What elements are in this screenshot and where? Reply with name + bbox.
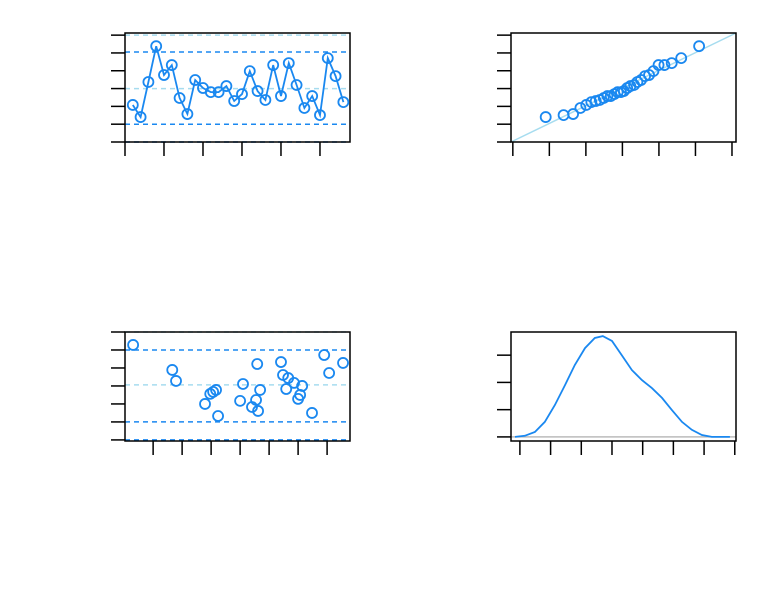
- data-point: [228, 95, 241, 107]
- data-point: [207, 385, 220, 398]
- data-point: [243, 65, 256, 78]
- data-point: [127, 339, 140, 351]
- data-point: [306, 90, 319, 102]
- data-point: [658, 59, 671, 71]
- data-point: [665, 57, 678, 69]
- data-point: [234, 394, 247, 407]
- data-point: [181, 108, 194, 120]
- panel-frame: [124, 32, 351, 143]
- data-point: [290, 79, 303, 91]
- data-point: [337, 96, 350, 109]
- data-point: [567, 108, 579, 120]
- data-point: [250, 394, 262, 406]
- data-point: [150, 40, 163, 53]
- data-point: [329, 70, 342, 83]
- data-point: [652, 59, 665, 71]
- data-point: [321, 52, 334, 65]
- data-point: [165, 59, 178, 71]
- data-point: [251, 358, 264, 370]
- panel-frame: [510, 331, 737, 442]
- data-point: [236, 88, 248, 100]
- data-point: [189, 74, 202, 86]
- data-point: [275, 90, 287, 102]
- data-point: [199, 398, 211, 410]
- data-point: [170, 375, 182, 387]
- panel-frame: [124, 331, 351, 442]
- data-point: [611, 86, 624, 99]
- data-point: [142, 76, 155, 88]
- data-point: [298, 102, 311, 114]
- data-point: [210, 384, 222, 396]
- data-point: [314, 109, 326, 122]
- data-point: [134, 111, 147, 123]
- data-point: [539, 111, 552, 123]
- data-line: [514, 335, 730, 438]
- data-point: [252, 405, 264, 417]
- data-point: [693, 40, 706, 53]
- data-point: [204, 86, 217, 99]
- data-point: [251, 85, 264, 97]
- data-point: [306, 407, 318, 419]
- data-point: [173, 92, 186, 104]
- data-line: [132, 45, 345, 120]
- data-point: [282, 57, 295, 69]
- data-point: [267, 59, 280, 71]
- panel-frame: [510, 32, 737, 143]
- data-point: [166, 364, 179, 376]
- data-point: [220, 80, 233, 92]
- data-point: [318, 349, 331, 361]
- data-point: [212, 86, 225, 99]
- data-point: [126, 99, 139, 111]
- data-point: [212, 410, 224, 422]
- data-point: [296, 380, 309, 392]
- data-point: [237, 378, 249, 390]
- data-point: [601, 90, 614, 102]
- data-point: [574, 102, 587, 114]
- data-point: [337, 357, 349, 369]
- data-point: [275, 356, 287, 368]
- data-point: [280, 383, 293, 395]
- data-point: [675, 52, 688, 65]
- data-point: [158, 69, 170, 81]
- data-point: [323, 367, 336, 379]
- data-point: [254, 384, 267, 396]
- data-point: [259, 94, 272, 106]
